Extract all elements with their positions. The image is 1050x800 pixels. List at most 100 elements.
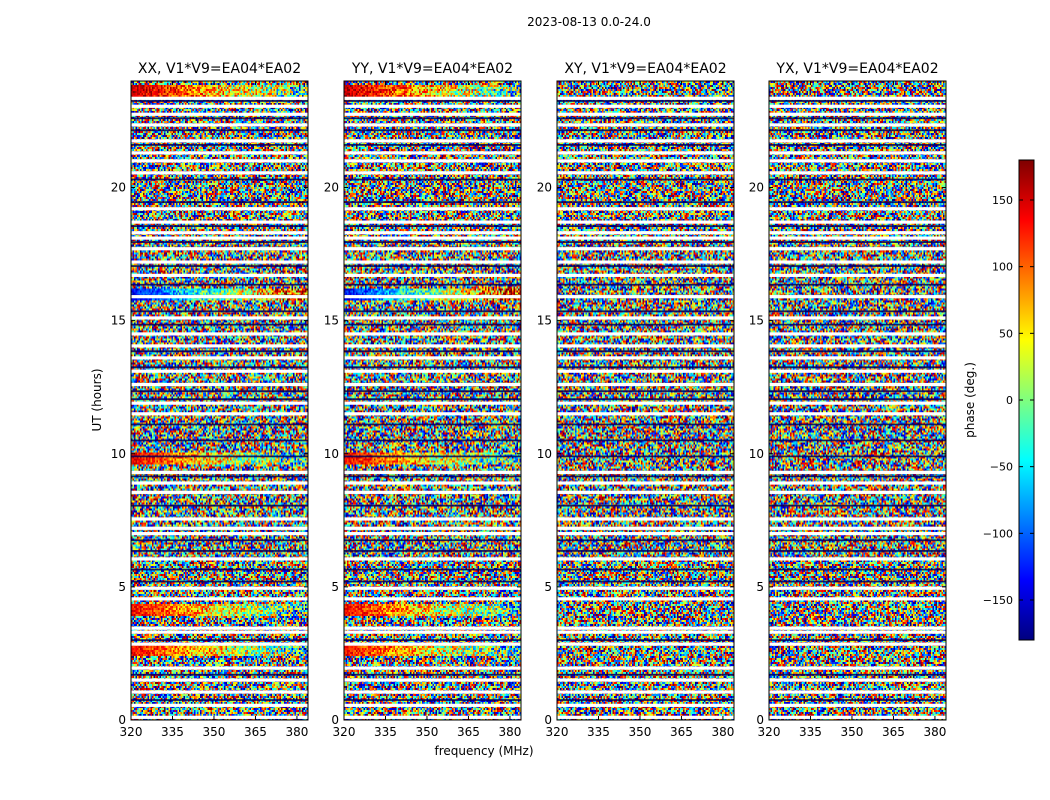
flagged-gap xyxy=(557,295,734,299)
flagged-gap xyxy=(344,295,521,299)
flagged-gap xyxy=(557,557,734,561)
dark-row xyxy=(557,568,734,571)
flagged-gap xyxy=(557,96,734,100)
dark-row xyxy=(131,129,308,132)
flagged-gap xyxy=(131,401,308,405)
dark-row xyxy=(557,178,734,181)
flagged-gap xyxy=(769,295,946,299)
x-tick-label: 350 xyxy=(629,725,652,739)
flagged-gap xyxy=(344,112,521,116)
panel-title: YY, V1*V9=EA04*EA02 xyxy=(351,61,513,77)
dark-row xyxy=(557,144,734,146)
x-tick-label: 320 xyxy=(333,725,356,739)
phase-image xyxy=(131,81,308,720)
flagged-gap xyxy=(131,630,308,634)
flagged-gap xyxy=(131,295,308,299)
flagged-gap xyxy=(131,273,308,277)
flagged-gap xyxy=(344,316,521,320)
dark-row xyxy=(769,225,946,228)
x-tick-label: 365 xyxy=(670,725,693,739)
flagged-gap xyxy=(131,470,308,474)
flagged-gap xyxy=(344,557,521,561)
flagged-gap xyxy=(769,626,946,630)
dark-row xyxy=(769,100,946,102)
flagged-gap xyxy=(344,532,521,536)
y-tick-label: 20 xyxy=(749,181,764,195)
dark-row xyxy=(131,439,308,442)
dark-row xyxy=(131,366,308,369)
flagged-gap xyxy=(131,517,308,521)
flagged-gap xyxy=(131,332,308,336)
panel-frame xyxy=(343,80,522,721)
dark-row xyxy=(557,283,734,286)
flagged-gap xyxy=(131,690,308,694)
dark-row xyxy=(131,323,308,326)
flagged-gap xyxy=(557,517,734,521)
dark-row xyxy=(131,455,308,458)
flagged-gap xyxy=(344,490,521,494)
dark-row xyxy=(769,439,946,442)
flagged-gap xyxy=(557,630,734,634)
dark-row xyxy=(769,144,946,146)
flagged-gap xyxy=(131,344,308,348)
flagged-gap xyxy=(557,412,734,416)
dark-row xyxy=(344,439,521,442)
dark-row xyxy=(131,390,308,393)
dark-row xyxy=(344,129,521,132)
flagged-gap xyxy=(344,171,521,175)
dark-row xyxy=(344,390,521,393)
panel-yx: YX, V1*V9=EA04*EA02 0 5 10 15 20 320 335 350 365 3… xyxy=(749,61,947,739)
dark-row xyxy=(131,504,308,507)
flagged-gap xyxy=(131,236,308,240)
x-tick-label: 380 xyxy=(498,725,521,739)
flagged-gap xyxy=(131,626,308,630)
flagged-gap xyxy=(557,247,734,251)
dark-row xyxy=(131,423,308,426)
flagged-gap xyxy=(557,151,734,155)
y-tick-label: 5 xyxy=(331,580,339,594)
panel-title: YX, V1*V9=EA04*EA02 xyxy=(775,61,938,77)
x-tick-label: 380 xyxy=(923,725,946,739)
flagged-gap xyxy=(344,159,521,163)
x-tick-label: 365 xyxy=(244,725,267,739)
dark-row xyxy=(557,310,734,313)
panel-xy: XY, V1*V9=EA04*EA02 0 5 10 15 20 320 335 350 365 3… xyxy=(537,61,735,739)
flagged-gap xyxy=(557,703,734,707)
flagged-gap xyxy=(769,369,946,373)
dark-row xyxy=(344,475,521,478)
flagged-gap xyxy=(131,356,308,360)
dark-row xyxy=(769,323,946,326)
flagged-gap xyxy=(557,401,734,405)
panel-frame xyxy=(556,80,735,721)
flagged-gap xyxy=(131,490,308,494)
flagged-gap xyxy=(769,332,946,336)
flagged-gap xyxy=(557,586,734,590)
flagged-gap xyxy=(131,481,308,485)
x-tick-label: 365 xyxy=(457,725,480,739)
flagged-gap xyxy=(557,626,734,630)
flagged-gap xyxy=(557,104,734,108)
flagged-gap xyxy=(344,104,521,108)
dark-row xyxy=(557,673,734,676)
panel-xx: XX, V1*V9=EA04*EA02 0 5 10 15 20 320 335 350 365 3… xyxy=(111,61,309,739)
flagged-gap xyxy=(131,703,308,707)
dark-row xyxy=(769,504,946,507)
dark-row xyxy=(344,639,521,642)
dark-row xyxy=(557,639,734,642)
figure-title: 2023-08-13 0.0-24.0 xyxy=(527,15,651,29)
dark-row xyxy=(557,699,734,701)
dark-row xyxy=(131,225,308,228)
flagged-gap xyxy=(344,236,521,240)
dark-row xyxy=(344,350,521,353)
flagged-gap xyxy=(769,630,946,634)
dark-row xyxy=(557,539,734,542)
dark-row xyxy=(131,580,308,583)
flagged-gap xyxy=(769,532,946,536)
dark-row xyxy=(769,398,946,401)
colorbar-label: phase (deg.) xyxy=(963,362,977,438)
dark-row xyxy=(344,323,521,326)
flagged-gap xyxy=(769,690,946,694)
flagged-gap xyxy=(557,236,734,240)
dark-row xyxy=(769,129,946,132)
dark-row xyxy=(131,178,308,181)
